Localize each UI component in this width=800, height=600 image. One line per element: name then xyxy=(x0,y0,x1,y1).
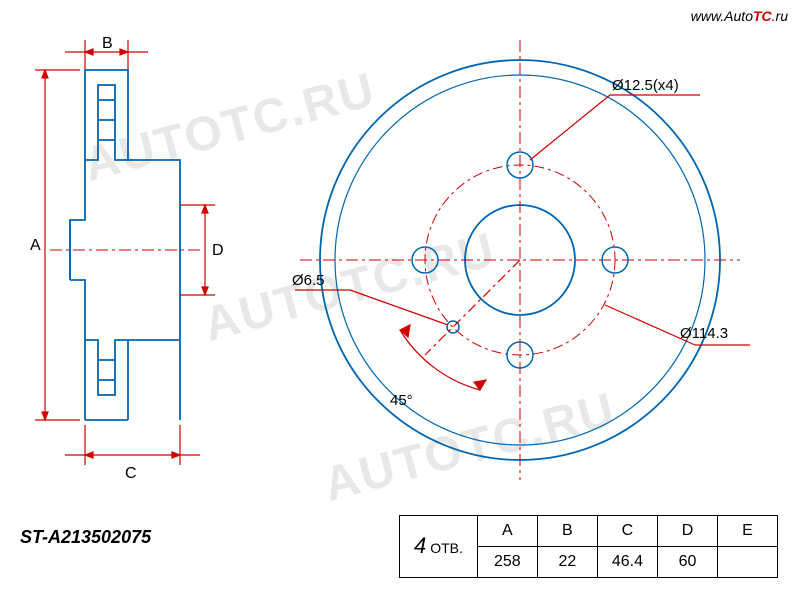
source-url: www.AutoTC.ru xyxy=(691,8,788,24)
holes-unit: ОТВ. xyxy=(430,540,463,556)
url-suffix: .ru xyxy=(772,8,788,24)
dim-b-label: B xyxy=(102,35,113,52)
dim-c-label: C xyxy=(125,465,137,482)
technical-drawing: B xyxy=(0,0,800,600)
th-a: A xyxy=(477,516,537,547)
table-row: 4 ОТВ. A B C D E xyxy=(400,516,778,547)
url-prefix: www.Auto xyxy=(691,8,753,24)
holes-count: 4 xyxy=(414,533,426,558)
th-e: E xyxy=(718,516,778,547)
holes-cell: 4 ОТВ. xyxy=(400,516,478,578)
th-d: D xyxy=(658,516,718,547)
td-e xyxy=(718,547,778,578)
url-red: TC xyxy=(753,8,772,24)
td-d: 60 xyxy=(658,547,718,578)
td-c: 46.4 xyxy=(597,547,657,578)
td-a: 258 xyxy=(477,547,537,578)
td-b: 22 xyxy=(537,547,597,578)
dim-d-label: D xyxy=(212,242,224,259)
side-view: B xyxy=(30,35,224,482)
th-b: B xyxy=(537,516,597,547)
th-c: C xyxy=(597,516,657,547)
front-view: Ø12.5(x4) Ø6.5 Ø114.3 45° xyxy=(292,40,750,480)
bolt-hole-label: Ø12.5(x4) xyxy=(612,77,679,94)
locator-label: Ø6.5 xyxy=(292,272,325,289)
part-number: ST-A213502075 xyxy=(20,527,151,548)
dim-a-label: A xyxy=(30,237,41,254)
dimensions-table: 4 ОТВ. A B C D E 258 22 46.4 60 xyxy=(399,515,778,578)
angle-label: 45° xyxy=(390,392,413,409)
outer-dia-label: Ø114.3 xyxy=(680,325,728,342)
